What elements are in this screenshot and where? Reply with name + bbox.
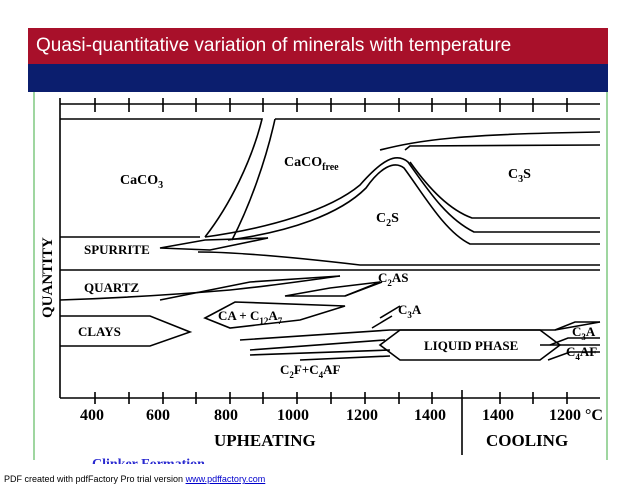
upheating-tick-labels: 400 600 800 1000 1200 1400: [80, 407, 446, 424]
label-c3s: C3S: [508, 167, 531, 185]
pdf-footer: PDF created with pdfFactory Pro trial ve…: [4, 474, 265, 484]
tick-label: 1400: [414, 407, 446, 424]
label-c2f-c4af: C2F+C4AF: [280, 362, 341, 380]
tick-label: 800: [214, 407, 238, 424]
phase-boundaries: [59, 118, 601, 361]
label-quartz: QUARTZ: [84, 280, 139, 295]
tick-label: 600: [146, 407, 170, 424]
label-c2s: C2S: [376, 211, 399, 229]
label-spurrite: SPURRITE: [84, 242, 150, 257]
upheating-label: UPHEATING: [214, 431, 316, 450]
tick-label: 1200 °C: [549, 407, 603, 424]
label-c2as: C2AS: [378, 270, 409, 288]
cut-off-caption: Clinker Formation: [92, 458, 205, 464]
footer-link[interactable]: www.pdffactory.com: [185, 474, 266, 484]
top-ticks: [94, 98, 568, 112]
label-caco3: CaCO3: [120, 173, 163, 191]
phase-diagram: QUANTITY 400 600 800 1000 1200 1400 1400…: [40, 98, 603, 455]
title-bar-lower: [28, 64, 608, 92]
footer-prefix: PDF created with pdfFactory Pro trial ve…: [4, 474, 186, 484]
tick-label: 1000: [277, 407, 309, 424]
y-axis-label: QUANTITY: [40, 237, 56, 318]
tick-label: 1200: [346, 407, 378, 424]
label-c4af-right: C4AF: [566, 344, 597, 362]
slide-title: Quasi-quantitative variation of minerals…: [28, 28, 608, 64]
tick-label: 1400: [482, 407, 514, 424]
label-c3a: C3A: [398, 302, 422, 320]
frame-lines: [59, 98, 600, 455]
bottom-ticks: [94, 392, 568, 404]
label-clays: CLAYS: [78, 324, 121, 339]
cooling-tick-labels: 1400 1200 °C: [482, 407, 603, 424]
label-ca-c12a7: CA + C12A7: [218, 308, 283, 326]
label-liquid-phase: LIQUID PHASE: [424, 338, 518, 353]
label-c3a-right: C3A: [572, 324, 596, 342]
cooling-label: COOLING: [486, 431, 568, 450]
label-caco-free: CaCOfree: [284, 155, 339, 173]
tick-label: 400: [80, 407, 104, 424]
